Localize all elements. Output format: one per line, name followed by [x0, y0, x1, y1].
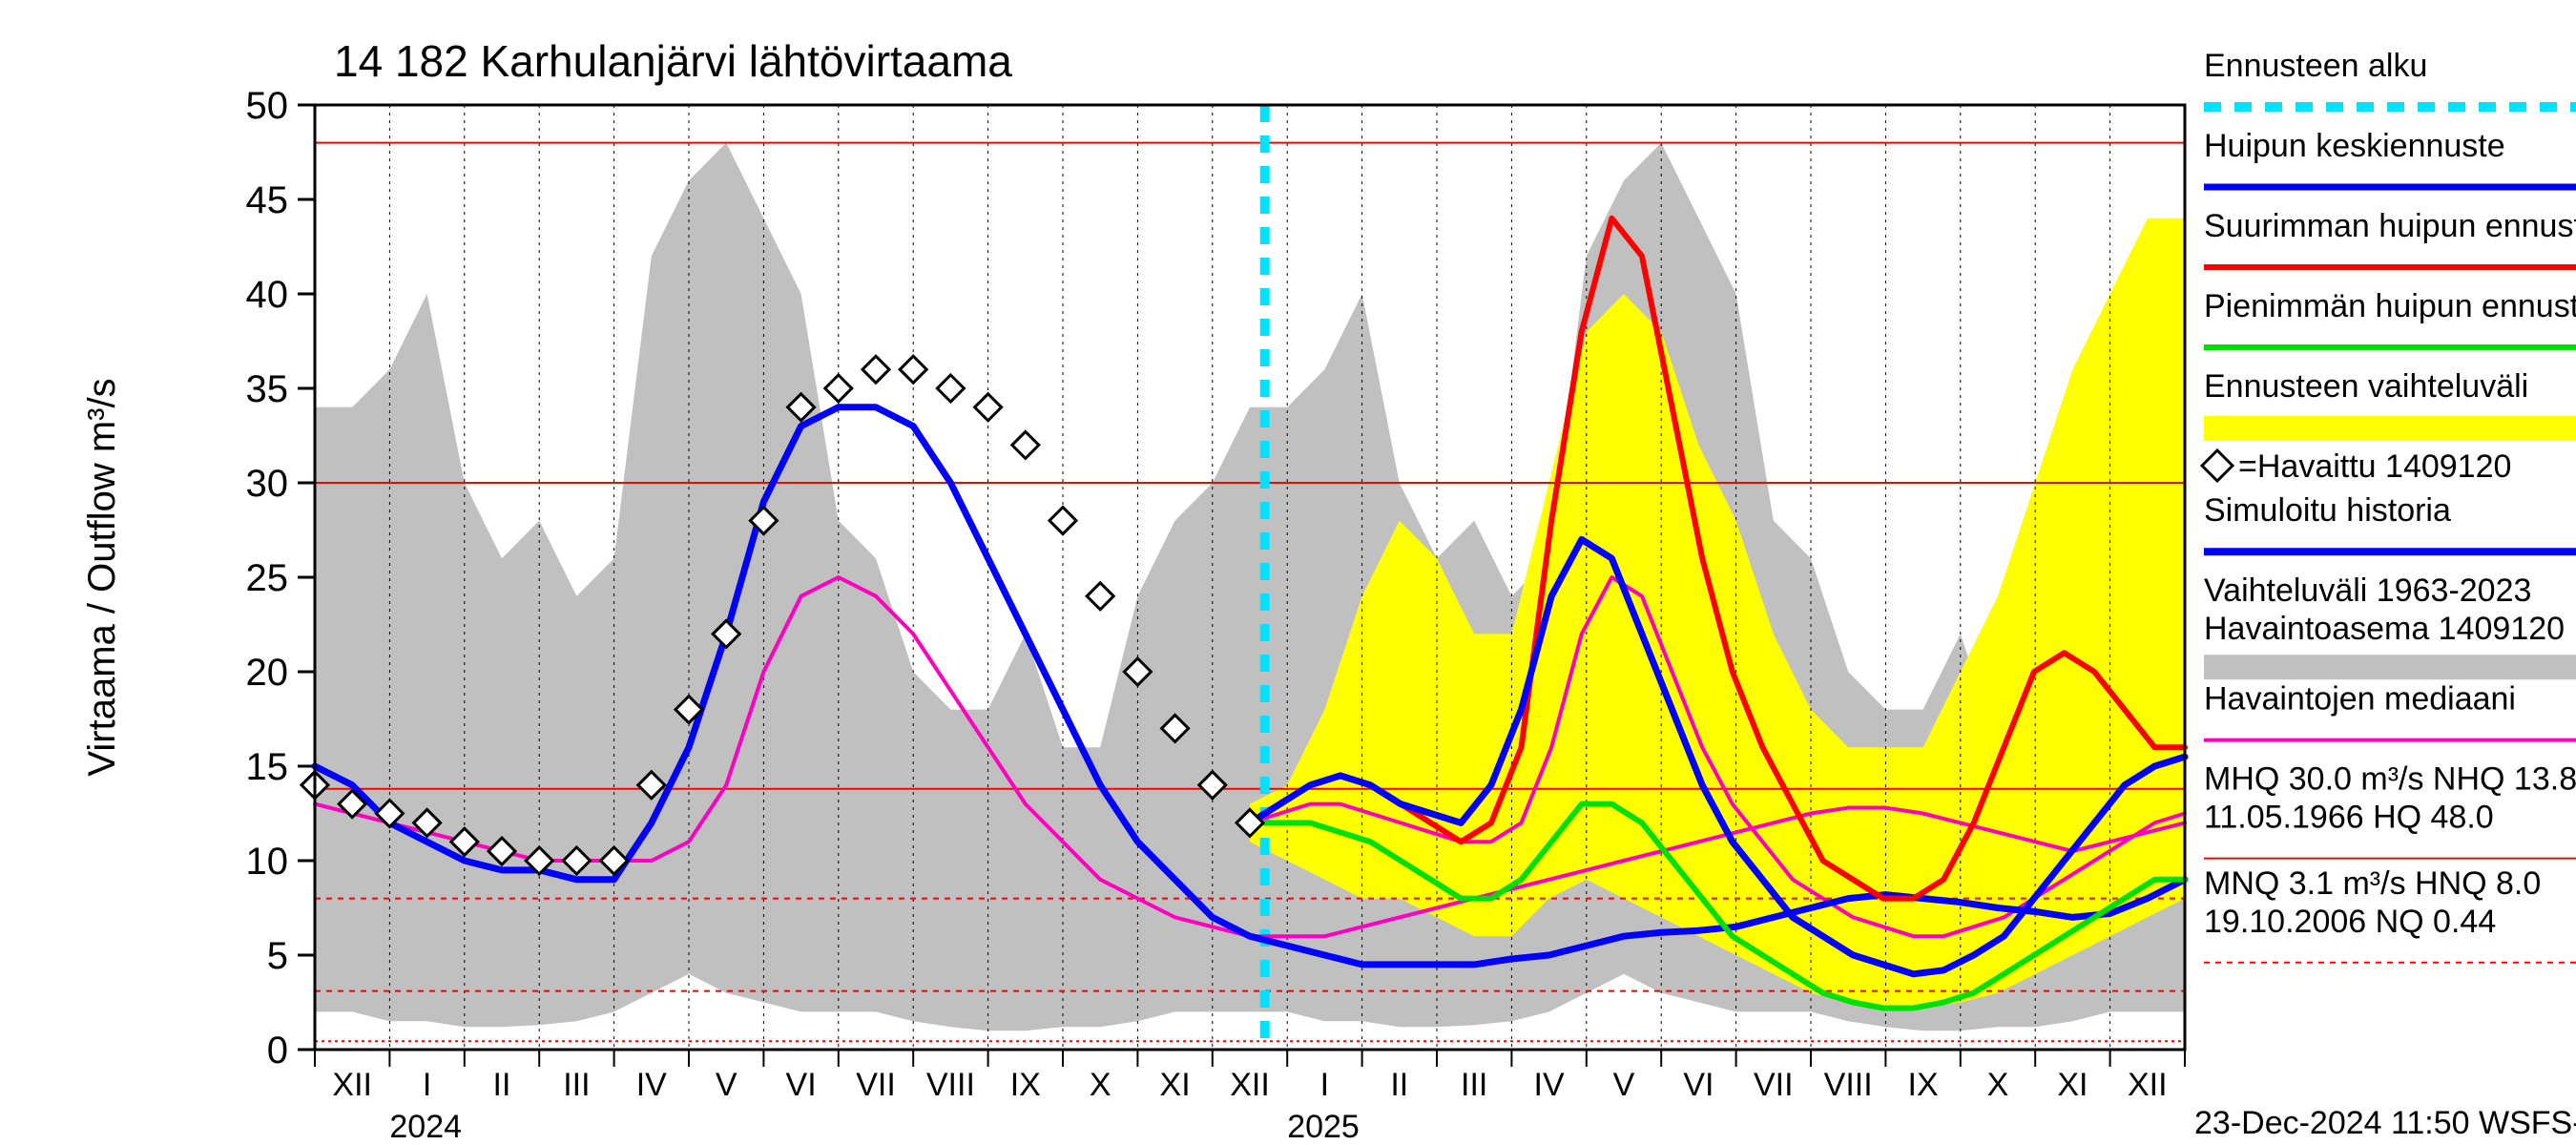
legend-label: =Havaittu 1409120 — [2238, 448, 2511, 485]
y-tick-label: 35 — [246, 368, 289, 410]
x-month-label: VII — [1754, 1067, 1794, 1103]
x-month-label: II — [493, 1067, 511, 1103]
x-year-label: 2025 — [1287, 1109, 1360, 1145]
legend-label: MHQ 30.0 m³/s NHQ 13.8 — [2204, 761, 2576, 798]
x-month-label: X — [1987, 1067, 2009, 1103]
observed-marker — [1049, 508, 1076, 534]
legend-label: Ennusteen vaihteluväli — [2204, 368, 2528, 405]
legend-label: Pienimmän huipun ennuste — [2204, 288, 2576, 324]
x-month-label: III — [1461, 1067, 1487, 1103]
legend-label: Havaintojen mediaani — [2204, 681, 2516, 718]
y-tick-label: 40 — [246, 274, 289, 316]
legend-label: Huipun keskiennuste — [2204, 128, 2505, 164]
legend-label2: 19.10.2006 NQ 0.44 — [2204, 904, 2496, 940]
legend-label: MNQ 3.1 m³/s HNQ 8.0 — [2204, 865, 2541, 902]
legend-label: Simuloitu historia — [2204, 492, 2451, 529]
x-month-label: VII — [856, 1067, 896, 1103]
x-month-label: XII — [2128, 1067, 2168, 1103]
legend-marker-icon — [2202, 450, 2233, 481]
observed-marker — [937, 375, 964, 402]
x-month-label: I — [423, 1067, 431, 1103]
y-tick-label: 10 — [246, 841, 289, 883]
x-month-label: VI — [1683, 1067, 1714, 1103]
x-month-label: III — [563, 1067, 590, 1103]
y-axis-label: Virtaama / Outflow m³/s — [81, 378, 123, 776]
observed-marker — [1087, 583, 1113, 610]
observed-marker — [975, 394, 1002, 421]
y-tick-label: 50 — [246, 85, 289, 127]
x-month-label: VIII — [926, 1067, 975, 1103]
chart-title: 14 182 Karhulanjärvi lähtövirtaama — [334, 36, 1012, 86]
x-month-label: XII — [332, 1067, 372, 1103]
y-tick-label: 0 — [267, 1030, 288, 1072]
legend-label2: Havaintoasema 1409120 — [2204, 611, 2565, 647]
y-tick-label: 5 — [267, 935, 288, 977]
x-month-label: VIII — [1824, 1067, 1873, 1103]
x-month-label: XI — [1160, 1067, 1191, 1103]
legend-swatch-band — [2204, 416, 2576, 441]
observed-marker — [862, 356, 889, 383]
x-month-label: IV — [1534, 1067, 1565, 1103]
y-tick-label: 30 — [246, 463, 289, 505]
x-month-label: V — [716, 1067, 737, 1103]
footer-timestamp: 23-Dec-2024 11:50 WSFS-O — [2194, 1105, 2576, 1141]
legend-swatch-band — [2204, 655, 2576, 679]
x-month-label: IX — [1908, 1067, 1939, 1103]
legend-label: Vaihteluväli 1963-2023 — [2204, 572, 2531, 609]
x-month-label: V — [1613, 1067, 1635, 1103]
outflow-forecast-chart: 05101520253035404550Virtaama / Outflow m… — [0, 0, 2576, 1145]
observed-marker — [900, 356, 926, 383]
legend-label2: 11.05.1966 HQ 48.0 — [2204, 800, 2494, 836]
y-tick-label: 20 — [246, 652, 289, 694]
x-month-label: I — [1320, 1067, 1329, 1103]
x-month-label: X — [1090, 1067, 1111, 1103]
legend-label: Suurimman huipun ennuste — [2204, 208, 2576, 244]
y-tick-label: 25 — [246, 557, 289, 599]
observed-marker — [1012, 431, 1039, 458]
x-month-label: IX — [1010, 1067, 1041, 1103]
x-month-label: IV — [636, 1067, 667, 1103]
legend-label: Ennusteen alku — [2204, 48, 2427, 84]
y-tick-label: 45 — [246, 179, 289, 221]
x-month-label: XII — [1230, 1067, 1270, 1103]
observed-marker — [825, 375, 852, 402]
x-month-label: VI — [786, 1067, 817, 1103]
x-month-label: II — [1390, 1067, 1408, 1103]
x-month-label: XI — [2057, 1067, 2088, 1103]
y-tick-label: 15 — [246, 746, 289, 788]
x-year-label: 2024 — [389, 1109, 462, 1145]
